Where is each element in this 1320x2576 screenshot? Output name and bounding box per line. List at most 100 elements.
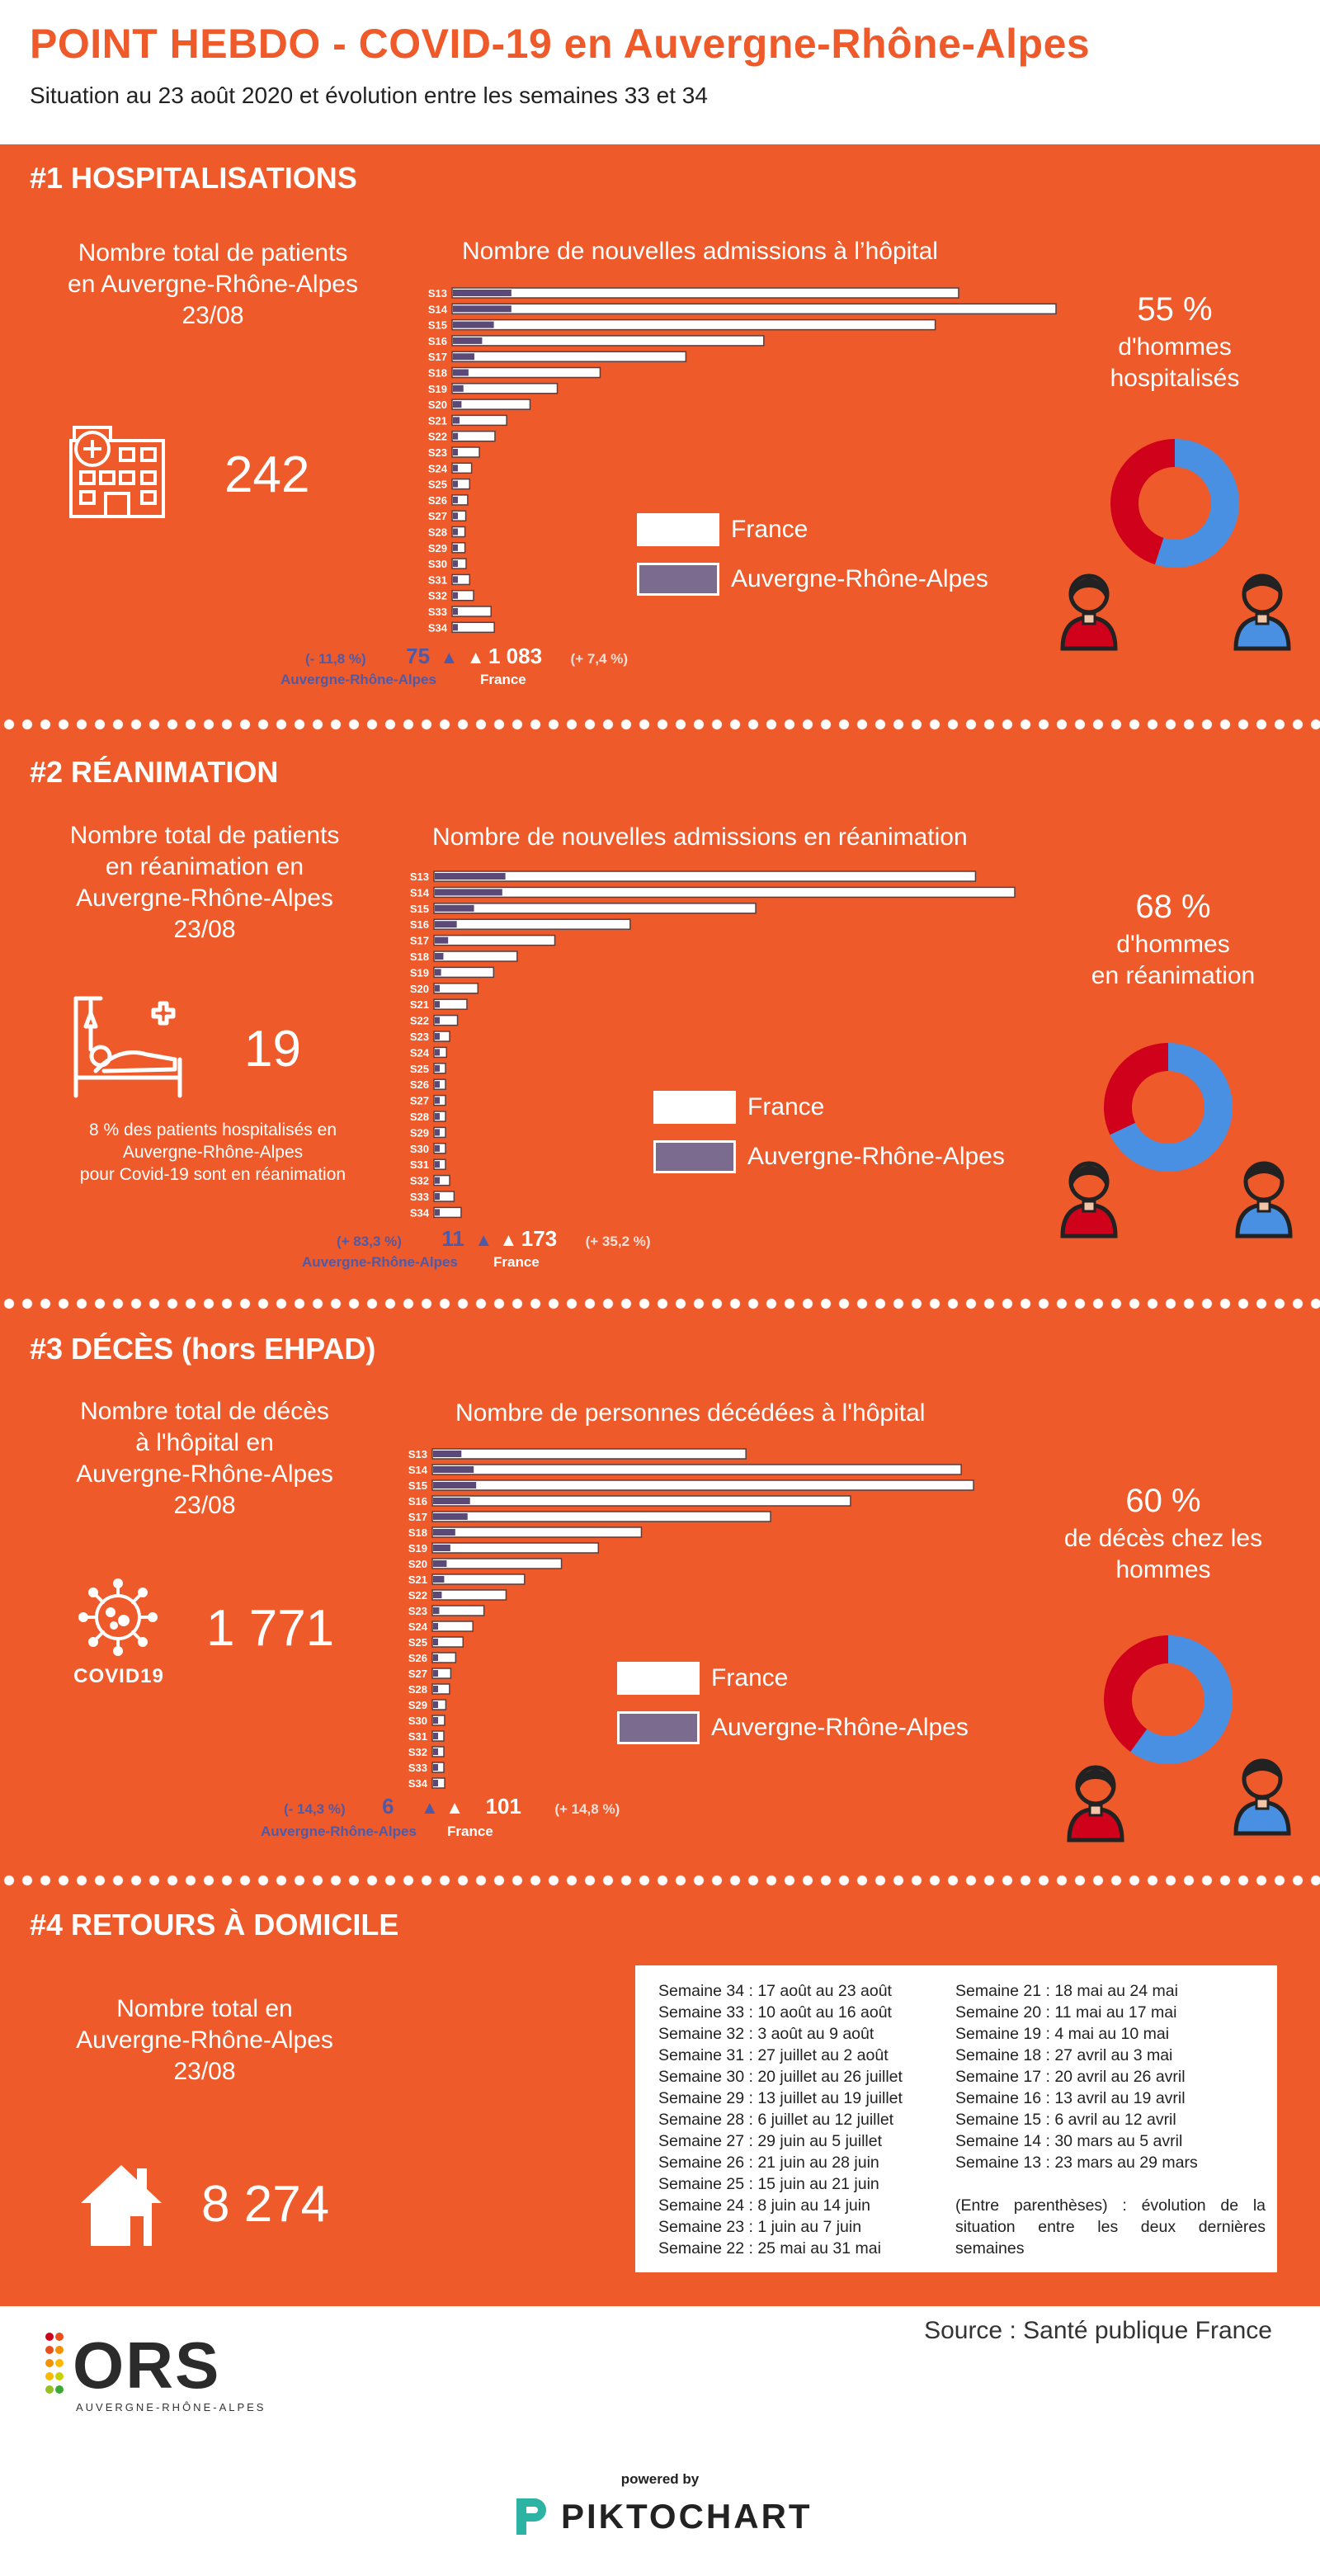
week-range-item: Semaine 25 : 15 juin au 21 juin — [658, 2175, 879, 2193]
week-tick-label: S22 — [410, 1015, 429, 1027]
week-tick-label: S33 — [408, 1762, 427, 1774]
bar-region — [435, 1081, 440, 1088]
bar-region — [453, 608, 458, 615]
section-title-hospitalisations: #1 HOSPITALISATIONS — [30, 161, 357, 195]
dot-separator — [0, 1875, 1320, 1886]
week-tick-label: S16 — [410, 918, 429, 931]
bar-region — [435, 1049, 440, 1056]
bar-region — [433, 1529, 455, 1536]
bar-france — [451, 383, 559, 394]
total-value: 8 274 — [201, 2176, 330, 2233]
bar-region — [433, 1654, 438, 1661]
week-range-item: Semaine 29 : 13 juillet au 19 juillet — [658, 2089, 903, 2107]
up-triangle-icon: ▲ — [421, 1797, 439, 1818]
legend-france: France — [637, 513, 808, 546]
bar-france — [433, 903, 757, 914]
female-avatar-icon — [1060, 1161, 1118, 1238]
week-range-item: Semaine 31 : 27 juillet au 2 août — [658, 2046, 889, 2064]
week-tick-label: S25 — [410, 1063, 429, 1075]
week-tick-label: S30 — [428, 558, 447, 570]
week-tick-label: S27 — [428, 510, 447, 522]
week-tick-label: S29 — [428, 542, 447, 554]
bar-france — [431, 1464, 962, 1475]
bar-region — [433, 1607, 440, 1614]
bar-france — [451, 430, 496, 442]
weeks-legend-box: Semaine 34 : 17 août au 23 août Semaine 3… — [635, 1965, 1277, 2272]
bar-france — [451, 606, 492, 617]
week-range-item: Semaine 15 : 6 avril au 12 avril — [955, 2111, 1176, 2129]
week-tick-label: S16 — [428, 335, 447, 347]
week-tick-label: S30 — [408, 1715, 427, 1727]
bar-france — [431, 1652, 457, 1663]
week-tick-label: S23 — [410, 1031, 429, 1043]
bar-region — [453, 337, 483, 344]
bar-region — [453, 496, 458, 503]
bar-france — [431, 1573, 526, 1585]
donut-slice-male — [1110, 1043, 1233, 1172]
bar-region — [453, 305, 512, 313]
week-tick-label: S17 — [428, 351, 447, 363]
week-tick-label: S27 — [408, 1668, 427, 1680]
bar-region — [453, 624, 458, 631]
bar-region — [453, 576, 458, 583]
up-triangle-icon: ▲ — [499, 1229, 518, 1250]
bar-france — [431, 1605, 485, 1616]
bar-region — [453, 512, 458, 520]
week-range-item: Semaine 33 : 10 août au 16 août — [658, 2003, 892, 2022]
dot-separator — [0, 1298, 1320, 1309]
comparison-region-label: Auvergne-Rhône-Alpes — [302, 1254, 458, 1270]
donut-chart-male-share — [1110, 439, 1239, 568]
week-tick-label: S19 — [408, 1542, 427, 1555]
legend-france: France — [617, 1662, 788, 1695]
bar-region — [433, 1780, 438, 1786]
total-label: Nombre total de décès à l'hôpital en Auv… — [76, 1398, 333, 1519]
chart-title: Nombre de personnes décédées à l'hôpital — [455, 1399, 926, 1427]
bar-france — [451, 414, 507, 427]
bar-region — [435, 1144, 440, 1152]
week-tick-label: S26 — [428, 494, 447, 507]
bar-region — [433, 1592, 442, 1598]
bar-region — [453, 480, 458, 488]
bar-region — [435, 969, 441, 976]
bar-chart-hospital-deaths: S13 S14 S15 S16 S17 S18 S19 S20 S21 S22 S23 S24 S25 S… — [408, 1448, 974, 1790]
bar-france — [451, 399, 531, 410]
week-tick-label: S20 — [410, 983, 429, 995]
week-range-item: Semaine 21 : 18 mai au 24 mai — [955, 1982, 1178, 2000]
bar-region — [453, 528, 458, 535]
bar-region — [435, 1017, 440, 1024]
bar-region — [435, 1177, 440, 1184]
section-title-retours-domicile: #4 RETOURS À DOMICILE — [30, 1908, 399, 1941]
bar-region — [453, 544, 458, 551]
week-tick-label: S23 — [428, 446, 447, 459]
donut-slice-female — [1110, 439, 1175, 565]
source-credit: Source : Santé publique France — [924, 2317, 1272, 2344]
week-tick-label: S14 — [410, 886, 430, 899]
bar-france — [433, 998, 468, 1010]
weeks-note: (Entre parenthèses) : évolution de la si… — [955, 2196, 1266, 2258]
week-tick-label: S25 — [428, 479, 447, 491]
bar-region — [435, 937, 449, 944]
week-range-item: Semaine 24 : 8 juin au 14 juin — [658, 2196, 870, 2215]
week-range-item: Semaine 32 : 3 août au 9 août — [658, 2025, 874, 2043]
week-tick-label: S32 — [408, 1746, 427, 1758]
bar-region — [433, 1717, 438, 1724]
bar-region — [433, 1686, 438, 1692]
week-tick-label: S29 — [410, 1126, 429, 1139]
total-value: 242 — [224, 446, 310, 503]
bar-region — [453, 353, 474, 361]
week-tick-label: S13 — [410, 870, 429, 883]
bar-france — [451, 366, 601, 379]
bar-france — [431, 1526, 643, 1538]
week-tick-label: S22 — [408, 1589, 427, 1602]
up-triangle-icon: ▲ — [440, 647, 459, 668]
weekly-comparison: (- 14,3 %) 6 ▲ ▲ 101 (+ 14,8 %) — [284, 1794, 620, 1819]
bar-france — [433, 983, 479, 994]
week-tick-label: S33 — [428, 606, 447, 618]
chart-title: Nombre de nouvelles admissions en réanim… — [432, 823, 968, 851]
week-tick-label: S28 — [410, 1111, 429, 1123]
week-tick-label: S26 — [410, 1078, 429, 1091]
bar-region — [433, 1560, 447, 1567]
week-tick-label: S18 — [428, 367, 447, 380]
week-tick-label: S19 — [428, 383, 447, 395]
donut-slice-female — [1104, 1635, 1168, 1753]
